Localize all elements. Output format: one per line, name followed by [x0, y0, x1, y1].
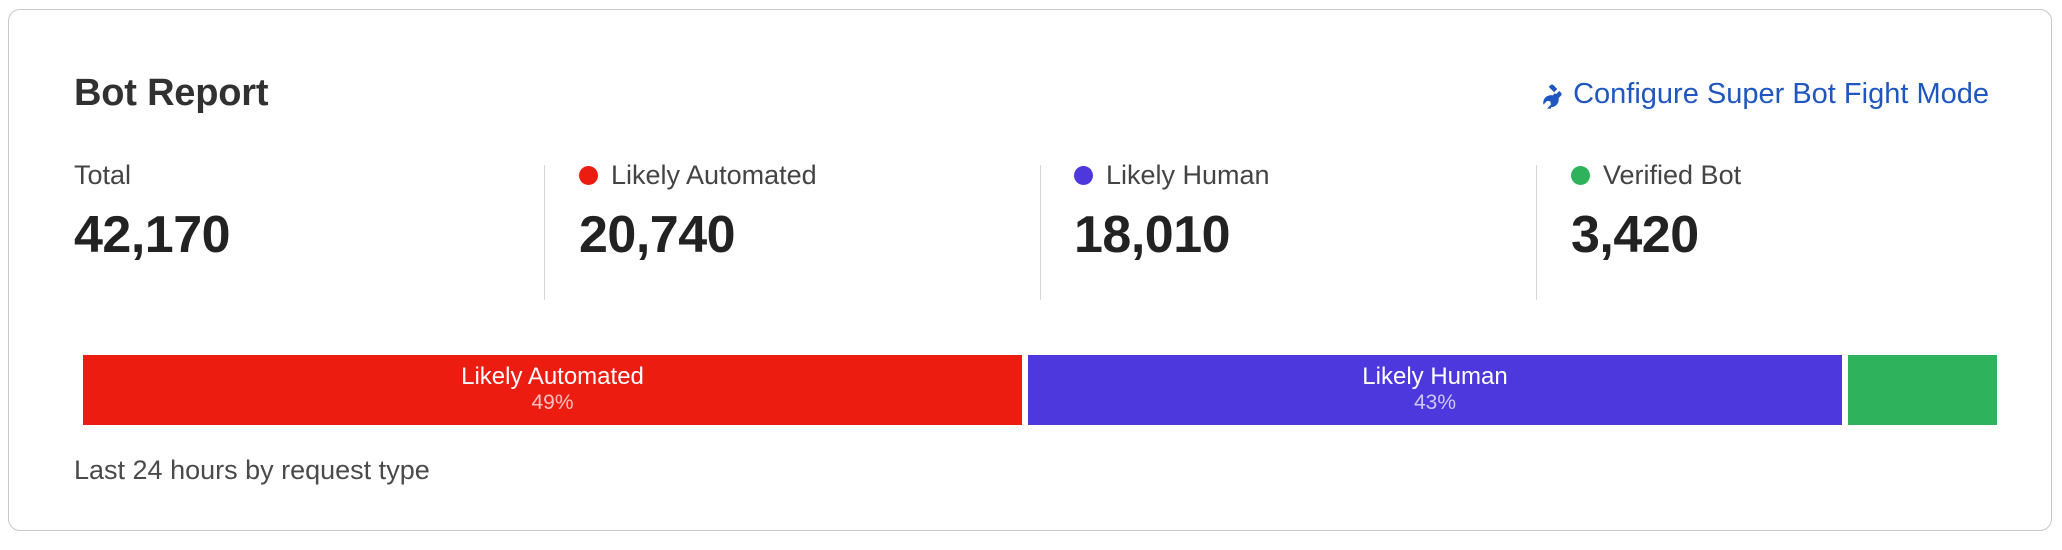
bar-segment-percent: 43%: [1413, 391, 1457, 415]
status-dot-icon: [1571, 166, 1590, 185]
stat-value: 3,420: [1571, 206, 1699, 264]
stat-total: Total 42,170: [74, 160, 544, 305]
stat-likely-human: Likely Human 18,010: [1074, 160, 1536, 305]
bar-caption: Last 24 hours by request type: [74, 455, 430, 485]
configure-super-bot-fight-mode-link[interactable]: Configure Super Bot Fight Mode: [1533, 78, 1989, 111]
stat-verified-bot: Verified Bot 3,420: [1571, 160, 2041, 305]
status-dot-icon: [1074, 166, 1093, 185]
stat-divider: [544, 165, 545, 300]
bar-segment-verified-bot[interactable]: [1848, 355, 1997, 425]
wrench-icon: [1533, 80, 1563, 110]
stacked-bar-chart: Likely Automated 49% Likely Human 43%: [83, 355, 1997, 425]
stat-value: 42,170: [74, 206, 231, 264]
stat-label: Total: [74, 160, 131, 191]
card-header: Bot Report Configure Super Bot Fight Mod…: [9, 10, 2051, 140]
stat-label-text: Total: [74, 160, 132, 190]
stat-divider: [1040, 165, 1041, 300]
stat-label-text: Verified Bot: [1603, 160, 1742, 190]
stat-label: Likely Human: [1074, 160, 1270, 191]
bot-report-card: Bot Report Configure Super Bot Fight Mod…: [8, 9, 2052, 531]
bar-segment-percent: 49%: [531, 391, 574, 415]
bar-segment-label: Likely Human: [1362, 362, 1508, 390]
stat-label-text: Likely Automated: [611, 160, 817, 190]
bar-segment-label: Likely Automated: [461, 362, 644, 390]
stat-value: 18,010: [1074, 206, 1231, 264]
stat-value: 20,740: [579, 206, 736, 264]
stats-row: Total 42,170 Likely Automated 20,740 Lik…: [9, 160, 2051, 305]
stat-label-text: Likely Human: [1106, 160, 1270, 190]
bar-segment-likely-human[interactable]: Likely Human 43%: [1028, 355, 1842, 425]
status-dot-icon: [579, 166, 598, 185]
stat-label: Verified Bot: [1571, 160, 1741, 191]
bar-segment-likely-automated[interactable]: Likely Automated 49%: [83, 355, 1022, 425]
stat-divider: [1536, 165, 1537, 300]
configure-link-label: Configure Super Bot Fight Mode: [1573, 78, 1989, 110]
stat-label: Likely Automated: [579, 160, 817, 191]
page-title: Bot Report: [74, 72, 269, 114]
stat-likely-automated: Likely Automated 20,740: [579, 160, 1039, 305]
